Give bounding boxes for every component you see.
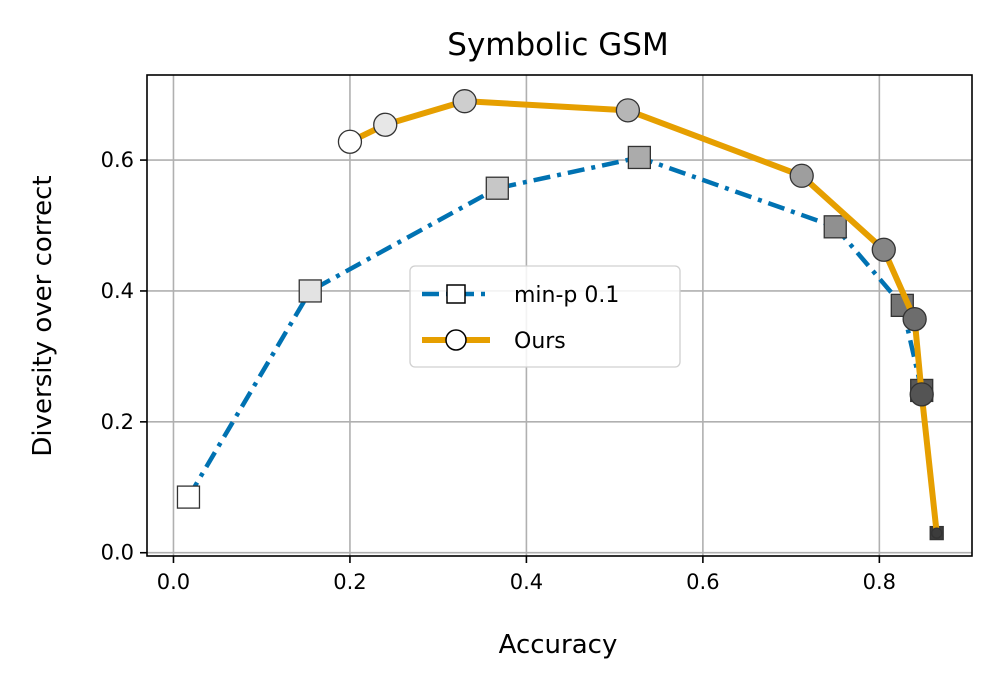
axis-ticks: 0.0 0.2 0.4 0.6 0.8 0.0 0.2 0.4 0.6 — [101, 148, 896, 594]
plot-frame — [146, 74, 973, 557]
x-tick-label: 0.6 — [686, 570, 719, 594]
x-tick-label: 0.2 — [333, 570, 366, 594]
data-point-ours — [337, 129, 363, 154]
data-point-ours — [909, 382, 934, 407]
y-axis-label: Diversity over correct — [28, 175, 58, 456]
data-point-ours — [871, 237, 896, 262]
y-tick-label: 0.4 — [101, 279, 134, 303]
x-tick-label: 0.8 — [863, 570, 896, 594]
chart-title: Symbolic GSM — [447, 27, 668, 63]
x-tick-label: 0.4 — [510, 570, 543, 594]
data-point-min-p — [823, 215, 847, 239]
x-axis-label: Accuracy — [499, 630, 618, 660]
y-tick-label: 0.2 — [101, 410, 134, 434]
data-point-min-p — [485, 176, 509, 200]
data-point-min-p — [627, 145, 652, 170]
data-point-ours — [452, 89, 477, 114]
y-tick-label: 0.0 — [101, 541, 134, 565]
data-point-ours — [789, 163, 814, 188]
y-tick-label: 0.6 — [101, 148, 134, 172]
data-point-min-p — [298, 279, 322, 303]
legend: min-p 0.1 Ours — [409, 265, 681, 368]
data-point-ours — [902, 306, 927, 332]
data-point-ours — [615, 98, 641, 123]
legend-label: Ours — [514, 329, 566, 354]
data-point-min-p — [176, 485, 201, 509]
legend-label: min-p 0.1 — [514, 283, 619, 308]
data-point-ours — [931, 527, 943, 539]
series-layer — [176, 89, 944, 541]
legend-marker-circle — [445, 329, 467, 351]
grid — [147, 75, 972, 556]
data-point-ours — [373, 112, 398, 137]
x-tick-label: 0.0 — [157, 570, 190, 594]
legend-marker-square — [446, 284, 466, 304]
